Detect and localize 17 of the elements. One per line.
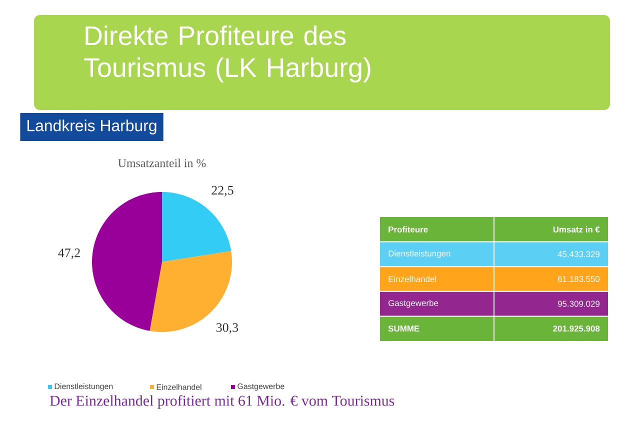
category-label: Dienstleistungen (388, 250, 450, 258)
text: 61.183.550 (558, 276, 600, 282)
data-label: 22,5 (212, 186, 234, 196)
text: Umsatz in € (553, 226, 600, 233)
text: Umsatzanteil in % (118, 158, 206, 168)
chart-title: Direkte Profiteure des Tourismus (LK Harburg) (84, 26, 370, 82)
text: Der Einzelhandel profitiert mit 61 Mio. € vom Tourismus (50, 395, 394, 409)
category-label: SUMME (388, 326, 420, 332)
data-label: 47,2 (58, 248, 80, 260)
data-label: 30,3 (216, 323, 238, 334)
text: 201.925.908 (553, 326, 600, 332)
category-label: Gastgewerbe (388, 300, 438, 308)
category-label: Einzelhandel (388, 276, 436, 282)
text: 45.433.329 (558, 251, 600, 258)
text: Profiteure (388, 226, 428, 233)
chart-subtitle: Landkreis Harburg (28, 120, 156, 134)
text: 95.309.029 (558, 300, 600, 307)
